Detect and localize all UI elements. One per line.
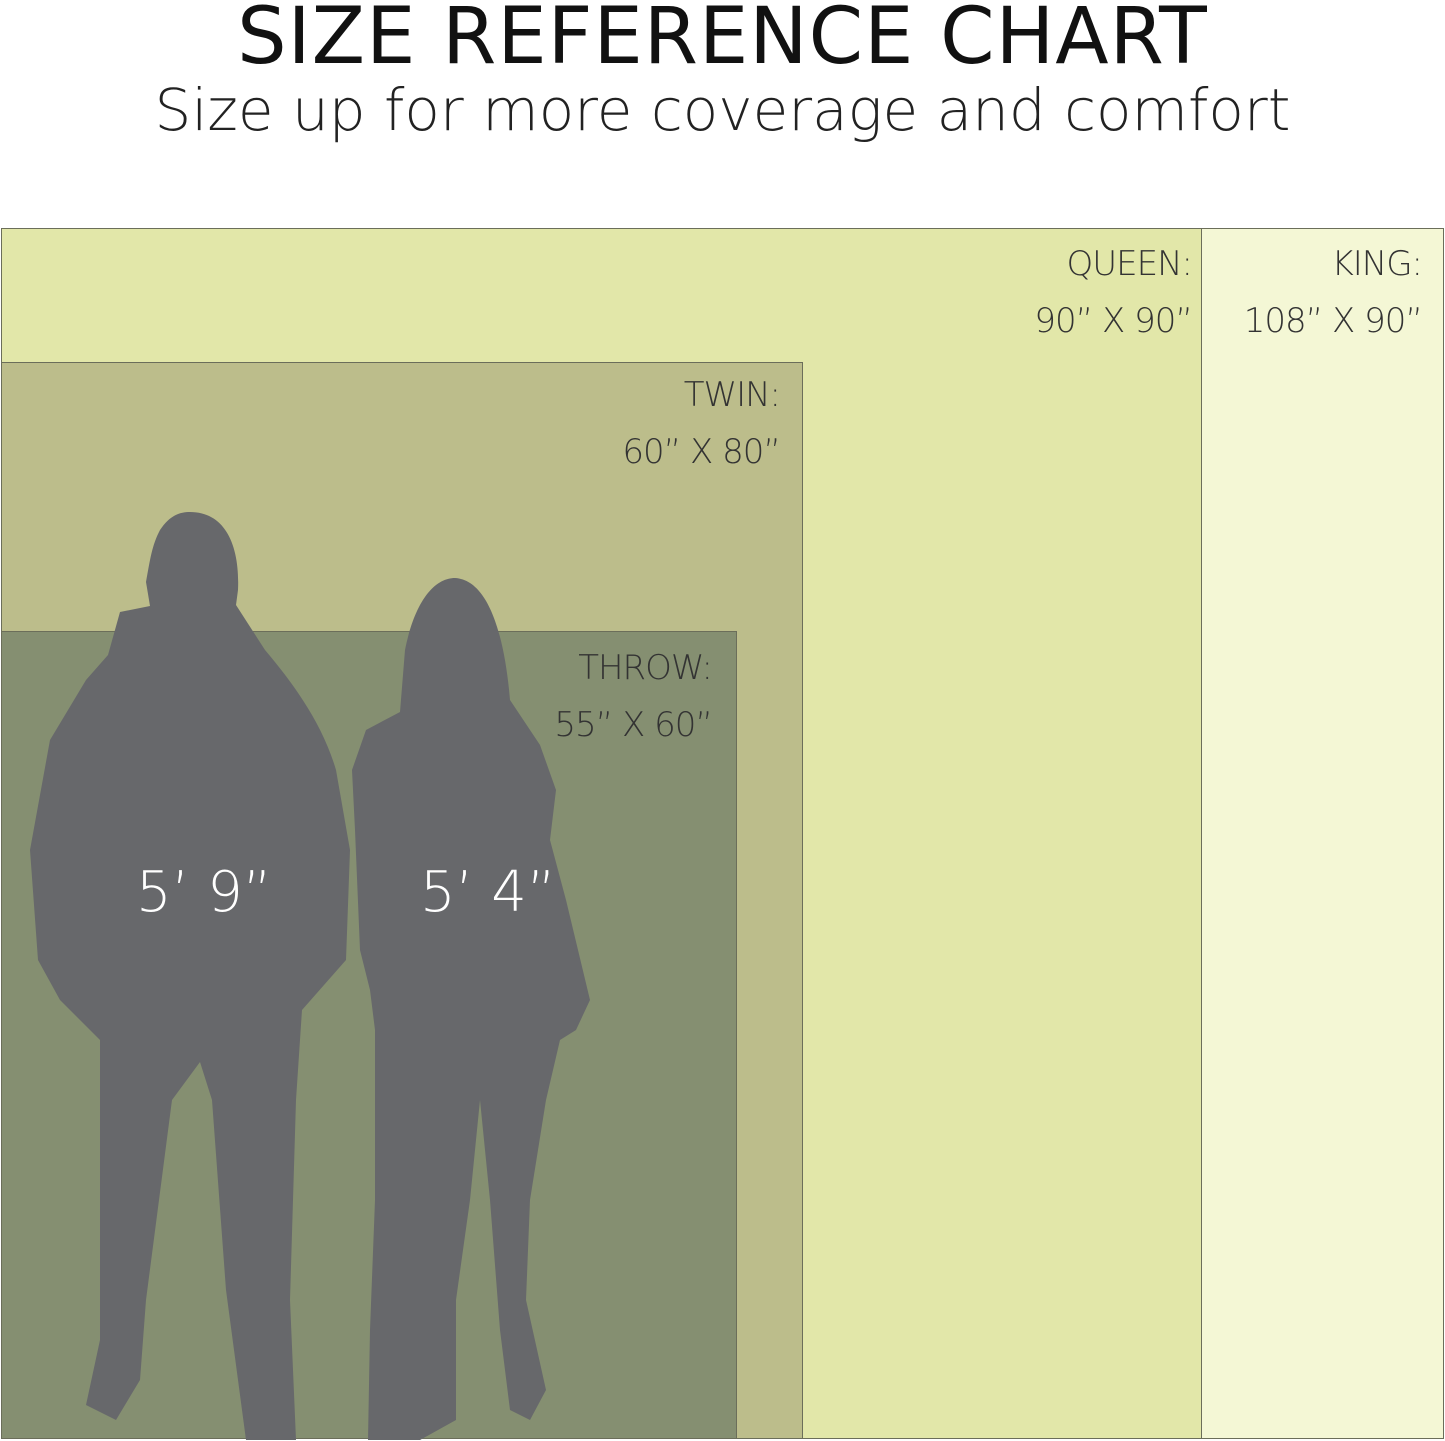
man-height-label: 5’ 9”: [136, 860, 272, 925]
queen-label: QUEEN: 90” X 90”: [900, 236, 1193, 350]
queen-dims: 90” X 90”: [1034, 301, 1193, 341]
king-name: KING:: [1331, 244, 1423, 284]
woman-height-label: 5’ 4”: [420, 860, 556, 925]
queen-name: QUEEN:: [1066, 244, 1193, 284]
king-dims: 108” X 90”: [1243, 301, 1423, 341]
page-title: SIZE REFERENCE CHART: [237, 0, 1208, 82]
throw-dims: 55” X 60”: [554, 705, 713, 745]
twin-name: TWIN:: [683, 375, 781, 415]
throw-label: THROW: 55” X 60”: [450, 640, 713, 754]
twin-dims: 60” X 80”: [622, 432, 781, 472]
king-label: KING: 108” X 90”: [1210, 236, 1423, 350]
woman-silhouette-icon: [352, 578, 590, 1440]
man-silhouette-icon: [30, 512, 350, 1440]
twin-label: TWIN: 60” X 80”: [500, 367, 781, 481]
throw-name: THROW:: [578, 648, 713, 688]
page-subtitle: Size up for more coverage and comfort: [154, 76, 1291, 144]
